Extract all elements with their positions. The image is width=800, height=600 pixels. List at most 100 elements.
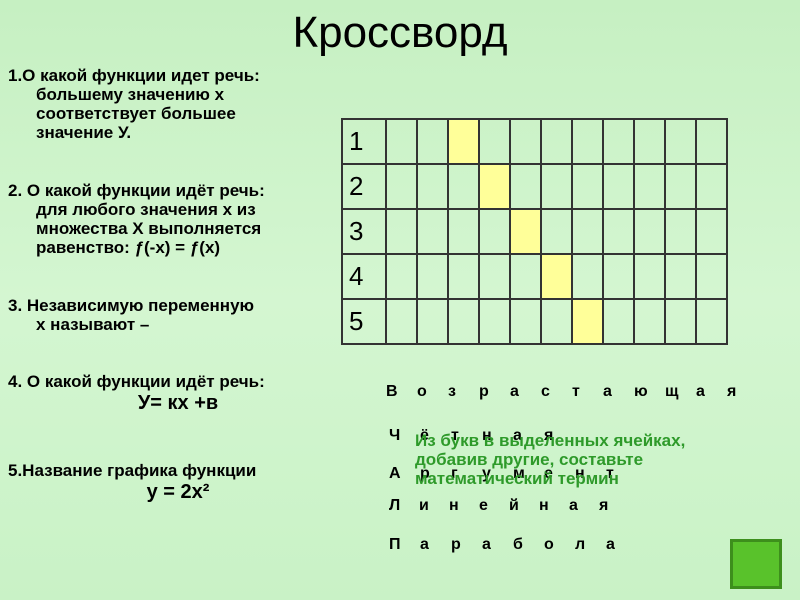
row-number-cell[interactable]: 2 [341, 163, 387, 210]
crossword-cell[interactable] [478, 298, 511, 345]
answer-letter: у [482, 465, 491, 482]
crossword-row: 5 [341, 298, 728, 345]
highlighted-cell[interactable] [447, 118, 480, 165]
crossword-cell[interactable] [385, 163, 418, 210]
crossword-cell[interactable] [540, 208, 573, 255]
answer-letter: р [451, 536, 461, 553]
answer-letter: з [448, 383, 456, 400]
crossword-cell[interactable] [695, 208, 728, 255]
crossword-cell[interactable] [633, 118, 666, 165]
answer-letter: й [509, 497, 519, 514]
crossword-cell[interactable] [416, 118, 449, 165]
crossword-cell[interactable] [571, 118, 604, 165]
crossword-cell[interactable] [385, 208, 418, 255]
crossword-cell[interactable] [602, 163, 635, 210]
highlighted-cell[interactable] [509, 208, 542, 255]
row-number-cell[interactable]: 5 [341, 298, 387, 345]
answer-letter: р [479, 383, 489, 400]
answer-letter: е [544, 465, 553, 482]
answer-letter: т [606, 465, 614, 482]
page-title: Кроссворд [292, 8, 508, 57]
answer-letter: а [482, 536, 491, 553]
crossword-cell[interactable] [633, 163, 666, 210]
crossword-cell[interactable] [416, 253, 449, 300]
crossword-cell[interactable] [633, 208, 666, 255]
crossword-cell[interactable] [385, 253, 418, 300]
row-number-cell[interactable]: 3 [341, 208, 387, 255]
crossword-cell[interactable] [664, 298, 697, 345]
row-number-cell[interactable]: 4 [341, 253, 387, 300]
crossword-cell[interactable] [633, 253, 666, 300]
crossword-cell[interactable] [664, 118, 697, 165]
crossword-cell[interactable] [447, 253, 480, 300]
answer-letter: н [539, 497, 549, 514]
answer-letter: а [606, 536, 615, 553]
crossword-cell[interactable] [695, 253, 728, 300]
crossword-cell[interactable] [664, 253, 697, 300]
answer-letter: ю [634, 383, 648, 400]
crossword-cell[interactable] [385, 118, 418, 165]
crossword-cell[interactable] [416, 298, 449, 345]
answer-letter: т [451, 427, 459, 444]
highlighted-cell[interactable] [478, 163, 511, 210]
crossword-cell[interactable] [509, 253, 542, 300]
crossword-cell[interactable] [602, 118, 635, 165]
crossword-row: 2 [341, 163, 728, 210]
crossword-cell[interactable] [540, 163, 573, 210]
answer-letter: а [569, 497, 578, 514]
crossword-row: 3 [341, 208, 728, 255]
crossword-cell[interactable] [695, 118, 728, 165]
answer-letter: а [696, 383, 705, 400]
highlighted-cell[interactable] [540, 253, 573, 300]
crossword-cell[interactable] [571, 208, 604, 255]
crossword-cell[interactable] [447, 163, 480, 210]
answer-letter: я [544, 427, 554, 444]
crossword-cell[interactable] [478, 208, 511, 255]
crossword-cell[interactable] [664, 163, 697, 210]
crossword-cell[interactable] [447, 298, 480, 345]
answer-letter: и [419, 497, 429, 514]
crossword-cell[interactable] [540, 298, 573, 345]
crossword-cell[interactable] [540, 118, 573, 165]
next-slide-button[interactable] [730, 539, 782, 589]
crossword-cell[interactable] [509, 163, 542, 210]
crossword-cell[interactable] [571, 253, 604, 300]
answer-letter: П [389, 536, 401, 553]
crossword-cell[interactable] [509, 298, 542, 345]
question-1-line: 1.О какой функции идет речь: [8, 66, 260, 85]
answer-letter: а [510, 383, 519, 400]
crossword-row: 4 [341, 253, 728, 300]
crossword-row: 1 [341, 118, 728, 165]
question-1-line: соответствует большее [36, 104, 236, 123]
crossword-cell[interactable] [385, 298, 418, 345]
crossword-cell[interactable] [664, 208, 697, 255]
answer-letter: г [451, 465, 458, 482]
crossword-cell[interactable] [633, 298, 666, 345]
question-3-line: х называют – [36, 315, 150, 334]
answer-letter: т [572, 383, 580, 400]
answer-letter: я [727, 383, 737, 400]
crossword-cell[interactable] [447, 208, 480, 255]
row-number-cell[interactable]: 1 [341, 118, 387, 165]
crossword-cell[interactable] [571, 163, 604, 210]
answer-letter: ё [420, 427, 429, 444]
question-1-line: значение У. [36, 123, 132, 142]
crossword-cell[interactable] [695, 163, 728, 210]
highlighted-cell[interactable] [571, 298, 604, 345]
crossword-cell[interactable] [509, 118, 542, 165]
answer-letter: а [513, 427, 522, 444]
crossword-cell[interactable] [478, 253, 511, 300]
crossword-cell[interactable] [695, 298, 728, 345]
question-1: 1.О какой функции идет речь: большему зн… [8, 66, 260, 142]
crossword-cell[interactable] [602, 298, 635, 345]
crossword-cell[interactable] [416, 208, 449, 255]
crossword-cell[interactable] [416, 163, 449, 210]
crossword-cell[interactable] [602, 208, 635, 255]
answer-letter: В [386, 383, 398, 400]
crossword-cell[interactable] [602, 253, 635, 300]
crossword-cell[interactable] [478, 118, 511, 165]
